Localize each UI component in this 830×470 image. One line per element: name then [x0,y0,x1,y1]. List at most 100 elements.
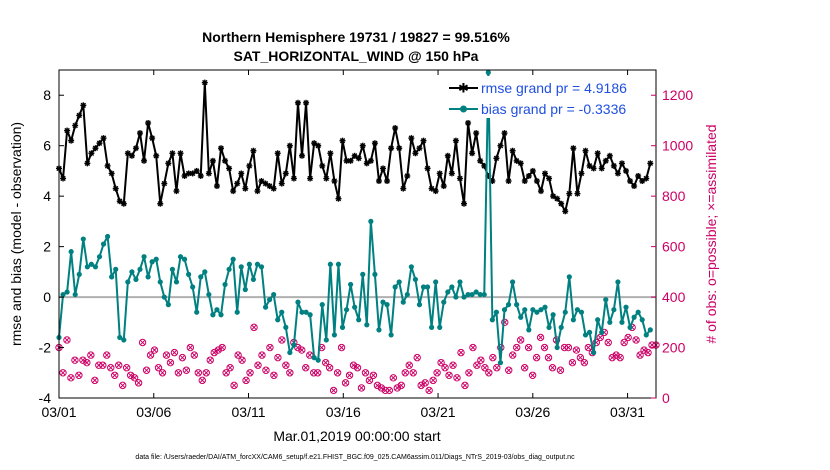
rmse-point [270,185,277,192]
obs-assimilated-marker [514,344,520,351]
rmse-marker [477,158,483,164]
bias-point [441,299,447,305]
obs-possible-marker [524,343,533,352]
bias-point [190,284,196,290]
obs-possible-marker [437,358,445,367]
rmse-point [72,122,79,129]
bias-point [356,317,362,323]
obs-point [580,358,589,367]
rmse-point [509,147,516,154]
rmse-point [76,112,83,119]
bias-point [299,309,305,315]
rmse-point [193,167,200,174]
obs-assimilated-marker [370,372,376,378]
obs-possible-marker [115,361,123,369]
rmse-point [132,145,139,152]
rmse-marker [72,122,78,129]
obs-assimilated-marker [144,367,150,373]
obs-point [107,364,115,372]
rmse-marker [432,188,439,194]
rmse-marker [501,130,508,136]
obs-assimilated-marker [92,377,98,383]
obs-assimilated-marker [187,344,193,351]
rmse-marker [449,170,455,177]
obs-point [409,369,417,377]
obs-point [83,358,91,367]
obs-assimilated-marker [151,347,158,353]
obs-possible-marker [158,369,167,377]
obs-point [473,361,481,369]
rmse-marker [623,168,629,174]
obs-point [596,333,604,342]
rmse-marker [303,100,309,106]
obs-possible-marker [126,371,135,379]
rmse-point [299,152,306,159]
obs-point [397,381,405,390]
bias-point [424,284,431,290]
rmse-point [517,160,524,167]
rmse-marker [214,183,220,189]
obs-point [632,336,640,344]
rmse-marker [437,170,443,177]
obs-assimilated-marker [462,382,468,388]
obs-possible-marker [485,369,493,377]
bias-point [505,302,512,308]
obs-assimilated-marker [175,370,181,376]
obs-point [433,369,441,377]
obs-possible-marker [206,356,214,364]
obs-assimilated-marker [510,352,516,358]
obs-point [620,338,628,347]
rmse-point [521,178,528,185]
rmse-marker [181,173,188,179]
obs-possible-marker [341,379,350,387]
rmse-point [209,157,216,164]
obs-assimilated-marker [335,370,341,376]
obs-possible-marker [242,376,250,385]
obs-point [266,343,274,352]
rmse-point [448,170,455,177]
rmse-point [60,175,67,182]
obs-assimilated-marker [163,352,170,358]
obs-possible-marker [302,364,310,372]
obs-point [461,381,469,390]
bias-point [254,261,261,267]
bias-point [226,266,232,272]
obs-assimilated-marker [100,362,106,368]
obs-possible-marker [377,384,386,392]
obs-assimilated-marker [466,370,472,376]
rmse-marker [347,158,354,164]
bias-point [348,281,354,288]
obs-possible-marker [230,381,238,390]
obs-point [178,353,187,362]
bias-point [485,69,491,76]
obs-possible-marker [333,369,342,377]
obs-point [294,343,302,352]
rmse-marker [113,185,119,192]
rmse-point [627,178,634,185]
bias-point [566,274,572,280]
rmse-marker [518,160,524,167]
obs-possible-marker [134,379,143,387]
obs-assimilated-marker [267,344,273,351]
obs-possible-marker [465,369,473,377]
bias-point [262,304,269,310]
obs-point [576,353,585,362]
rmse-point [558,200,565,207]
rmse-point [161,180,168,187]
rmse-marker [461,201,467,207]
rmse-marker [315,142,321,149]
rmse-marker [291,175,297,182]
obs-assimilated-marker [167,360,173,366]
obs-possible-marker [473,361,481,369]
bias-point [335,261,342,267]
rmse-marker [635,173,641,179]
obs-possible-marker [353,364,362,372]
obs-assimilated-marker [295,344,301,351]
obs-possible-marker [513,343,521,352]
rmse-point [602,157,609,164]
obs-possible-marker [130,374,139,382]
bias-point [534,309,540,315]
bias-point [327,261,333,267]
obs-possible-marker [616,353,624,362]
obs-point [568,358,577,367]
